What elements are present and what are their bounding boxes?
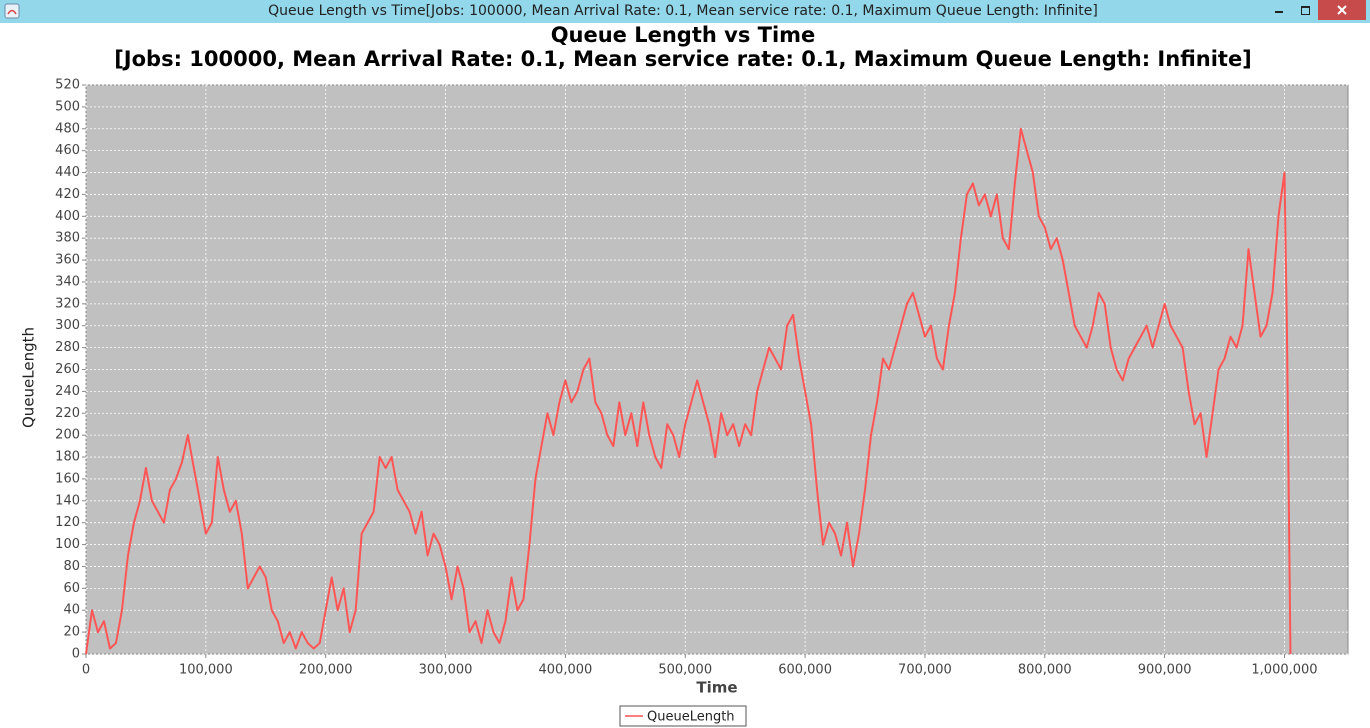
y-tick-label: 100 — [55, 537, 80, 552]
x-axis-label: Time — [696, 679, 737, 697]
y-tick-label: 440 — [55, 165, 80, 180]
y-tick-label: 160 — [55, 471, 80, 486]
y-tick-label: 320 — [55, 296, 80, 311]
y-tick-label: 0 — [72, 647, 80, 662]
chart-title: Queue Length vs Time — [551, 23, 816, 47]
y-tick-label: 180 — [55, 450, 80, 465]
y-tick-label: 460 — [55, 143, 80, 158]
legend-label: QueueLength — [647, 710, 735, 725]
x-tick-label: 100,000 — [179, 663, 233, 678]
x-tick-label: 200,000 — [299, 663, 353, 678]
chart-subtitle: [Jobs: 100000, Mean Arrival Rate: 0.1, M… — [114, 47, 1252, 71]
y-tick-label: 500 — [55, 99, 80, 114]
x-tick-label: 400,000 — [539, 663, 593, 678]
y-tick-label: 120 — [55, 515, 80, 530]
legend: QueueLength — [619, 705, 747, 727]
y-tick-label: 360 — [55, 253, 80, 268]
y-tick-label: 80 — [63, 559, 80, 574]
y-tick-label: 480 — [55, 121, 80, 136]
y-tick-label: 300 — [55, 318, 80, 333]
y-tick-label: 520 — [55, 78, 80, 93]
legend-box — [619, 705, 747, 727]
x-tick-label: 0 — [82, 663, 90, 678]
y-tick-label: 200 — [55, 428, 80, 443]
x-tick-label: 300,000 — [419, 663, 473, 678]
restore-button[interactable] — [1292, 0, 1318, 20]
y-tick-label: 140 — [55, 493, 80, 508]
y-tick-label: 240 — [55, 384, 80, 399]
x-tick-label: 700,000 — [898, 663, 952, 678]
y-tick-label: 20 — [63, 625, 80, 640]
minimize-button[interactable] — [1266, 0, 1292, 20]
series-line — [85, 127, 1292, 655]
y-tick-label: 400 — [55, 209, 80, 224]
y-tick-label: 380 — [55, 231, 80, 246]
title-bar: Queue Length vs Time[Jobs: 100000, Mean … — [0, 0, 1370, 23]
x-tick-label: 800,000 — [1018, 663, 1072, 678]
window-title: Queue Length vs Time[Jobs: 100000, Mean … — [268, 3, 1098, 19]
y-tick-label: 220 — [55, 406, 80, 421]
y-tick-label: 40 — [63, 603, 80, 618]
app-icon — [4, 3, 20, 19]
close-button[interactable] — [1318, 0, 1366, 20]
x-tick-label: 600,000 — [778, 663, 832, 678]
y-tick-label: 280 — [55, 340, 80, 355]
close-icon — [1337, 5, 1347, 15]
y-tick-label: 420 — [55, 187, 80, 202]
y-tick-label: 260 — [55, 362, 80, 377]
y-tick-label: 340 — [55, 274, 80, 289]
chart: Queue Length vs Time [Jobs: 100000, Mean… — [20, 23, 1349, 727]
plot-area — [85, 84, 1349, 655]
y-tick-label: 60 — [63, 581, 80, 596]
x-tick-label: 1,000,000 — [1251, 663, 1317, 678]
y-axis-label: QueueLength — [20, 327, 38, 428]
x-tick-label: 900,000 — [1138, 663, 1192, 678]
x-tick-label: 500,000 — [658, 663, 712, 678]
